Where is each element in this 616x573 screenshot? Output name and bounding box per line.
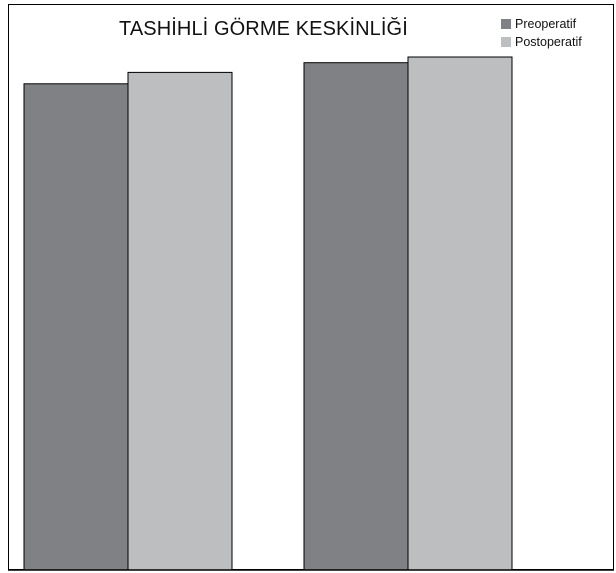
bar-postoperatif-group-2 (407, 56, 513, 571)
bar-preoperatif-group-1 (23, 83, 129, 571)
bar-preoperatif-group-2 (303, 62, 409, 571)
legend-item-preoperatif: Preoperatif (501, 15, 582, 33)
legend: Preoperatif Postoperatif (501, 15, 582, 51)
legend-swatch-preoperatif (501, 19, 511, 29)
legend-swatch-postoperatif (501, 37, 511, 47)
bar-postoperatif-group-1 (127, 71, 233, 571)
chart-title: TASHİHLİ GÖRME KESKİNLİĞİ (119, 18, 408, 40)
legend-item-postoperatif: Postoperatif (501, 33, 582, 51)
legend-label-preoperatif: Preoperatif (515, 17, 577, 31)
legend-label-postoperatif: Postoperatif (515, 35, 582, 49)
